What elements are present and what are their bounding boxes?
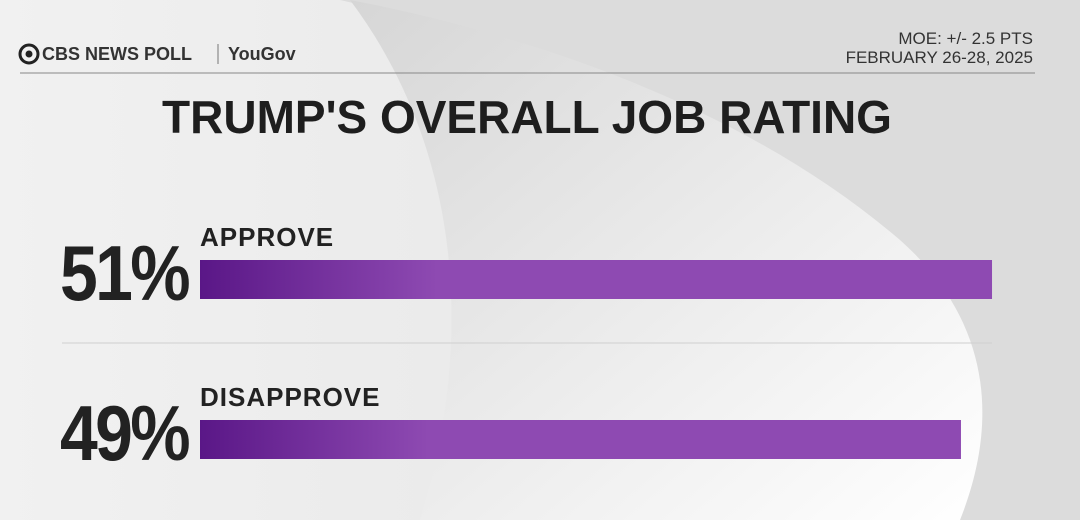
- backdrop-shape: [340, 0, 1080, 520]
- chart-title: TRUMP'S OVERALL JOB RATING: [162, 91, 892, 143]
- partner: YouGov: [228, 44, 296, 64]
- category-label: APPROVE: [200, 222, 334, 252]
- value-label: 51%: [60, 229, 189, 317]
- date: FEBRUARY 26-28, 2025: [846, 48, 1033, 67]
- bar: [200, 420, 961, 459]
- value-label: 49%: [60, 389, 189, 477]
- bar: [200, 260, 993, 299]
- note: MOE: +/- 2.5 PTS: [898, 29, 1033, 48]
- logo: [18, 43, 40, 65]
- brand: CBS NEWS POLL: [42, 44, 192, 64]
- category-label: DISAPPROVE: [200, 382, 381, 412]
